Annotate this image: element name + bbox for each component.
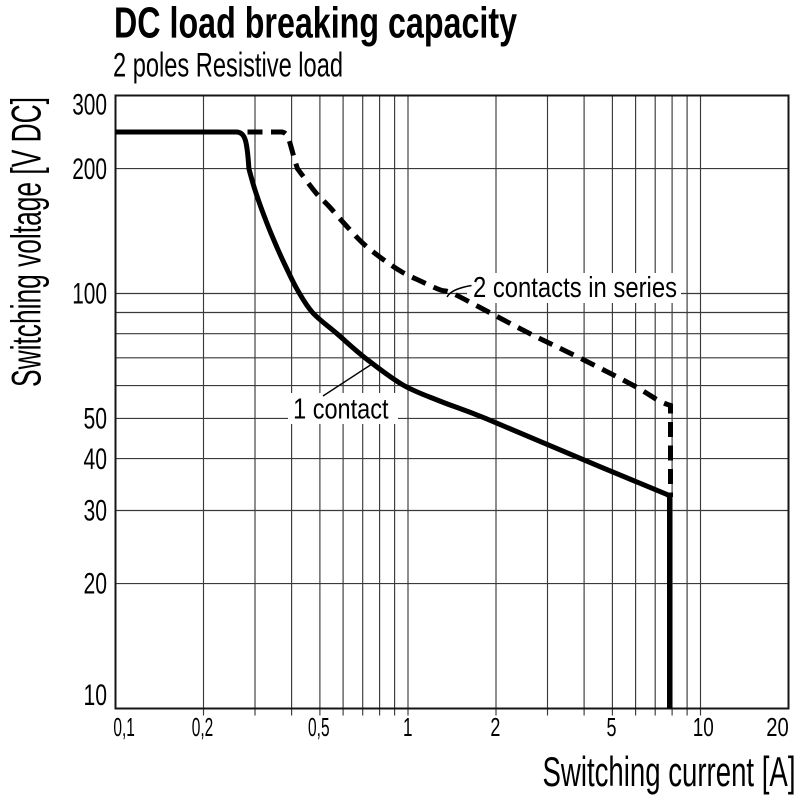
svg-text:2 poles Resistive load: 2 poles Resistive load <box>113 46 343 84</box>
svg-text:2: 2 <box>490 712 500 742</box>
svg-text:1: 1 <box>403 712 413 742</box>
svg-text:10: 10 <box>84 679 108 712</box>
svg-text:50: 50 <box>84 403 108 436</box>
svg-text:Switching voltage [V DC]: Switching voltage [V DC] <box>3 97 50 387</box>
svg-text:200: 200 <box>72 153 107 186</box>
svg-text:40: 40 <box>84 443 108 476</box>
svg-text:30: 30 <box>84 495 108 528</box>
svg-text:100: 100 <box>72 278 107 311</box>
svg-text:Switching current [A]: Switching current [A] <box>543 748 796 795</box>
svg-text:0,2: 0,2 <box>192 712 214 742</box>
svg-text:20: 20 <box>766 712 789 742</box>
svg-text:0,5: 0,5 <box>308 712 330 742</box>
svg-text:20: 20 <box>84 568 108 601</box>
svg-text:2 contacts in series: 2 contacts in series <box>473 272 677 304</box>
svg-text:300: 300 <box>72 89 107 122</box>
svg-text:1 contact: 1 contact <box>293 394 388 426</box>
svg-text:10: 10 <box>693 712 714 742</box>
svg-text:DC load breaking capacity: DC load breaking capacity <box>114 0 517 47</box>
svg-text:5: 5 <box>607 712 617 742</box>
svg-text:0,1: 0,1 <box>113 712 135 742</box>
